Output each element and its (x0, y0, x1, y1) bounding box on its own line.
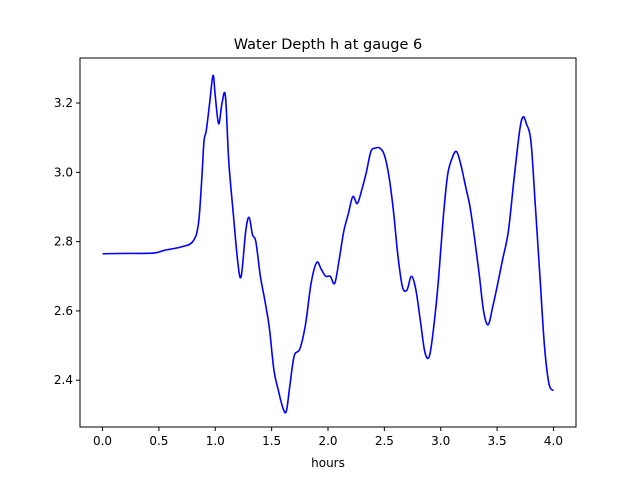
plot-frame (79, 57, 577, 428)
y-tick-label: 2.8 (54, 235, 73, 249)
x-tick-label: 0.5 (149, 434, 168, 448)
axis-ticks: 0.0 0.5 1.0 1.5 2.0 2.5 3.0 3.5 4.0 2.4 2.6 2.8 3.0 3… (54, 96, 563, 448)
x-tick-label: 2.5 (375, 434, 394, 448)
x-tick-label: 3.0 (431, 434, 450, 448)
x-tick-label: 0.0 (93, 434, 112, 448)
chart-title: Water Depth h at gauge 6 (234, 37, 422, 53)
series-layer (102, 74, 555, 414)
x-tick-label: 1.5 (262, 434, 281, 448)
x-tick-label: 2.0 (318, 434, 337, 448)
x-tick-label: 1.0 (206, 434, 225, 448)
y-tick-label: 3.2 (54, 96, 73, 110)
x-axis-label: hours (311, 456, 345, 470)
y-tick-label: 3.0 (54, 165, 73, 179)
x-tick-label: 3.5 (488, 434, 507, 448)
series-line (102, 74, 555, 414)
y-tick-label: 2.4 (54, 373, 73, 387)
x-tick-label: 4.0 (544, 434, 563, 448)
y-tick-label: 2.6 (54, 304, 73, 318)
